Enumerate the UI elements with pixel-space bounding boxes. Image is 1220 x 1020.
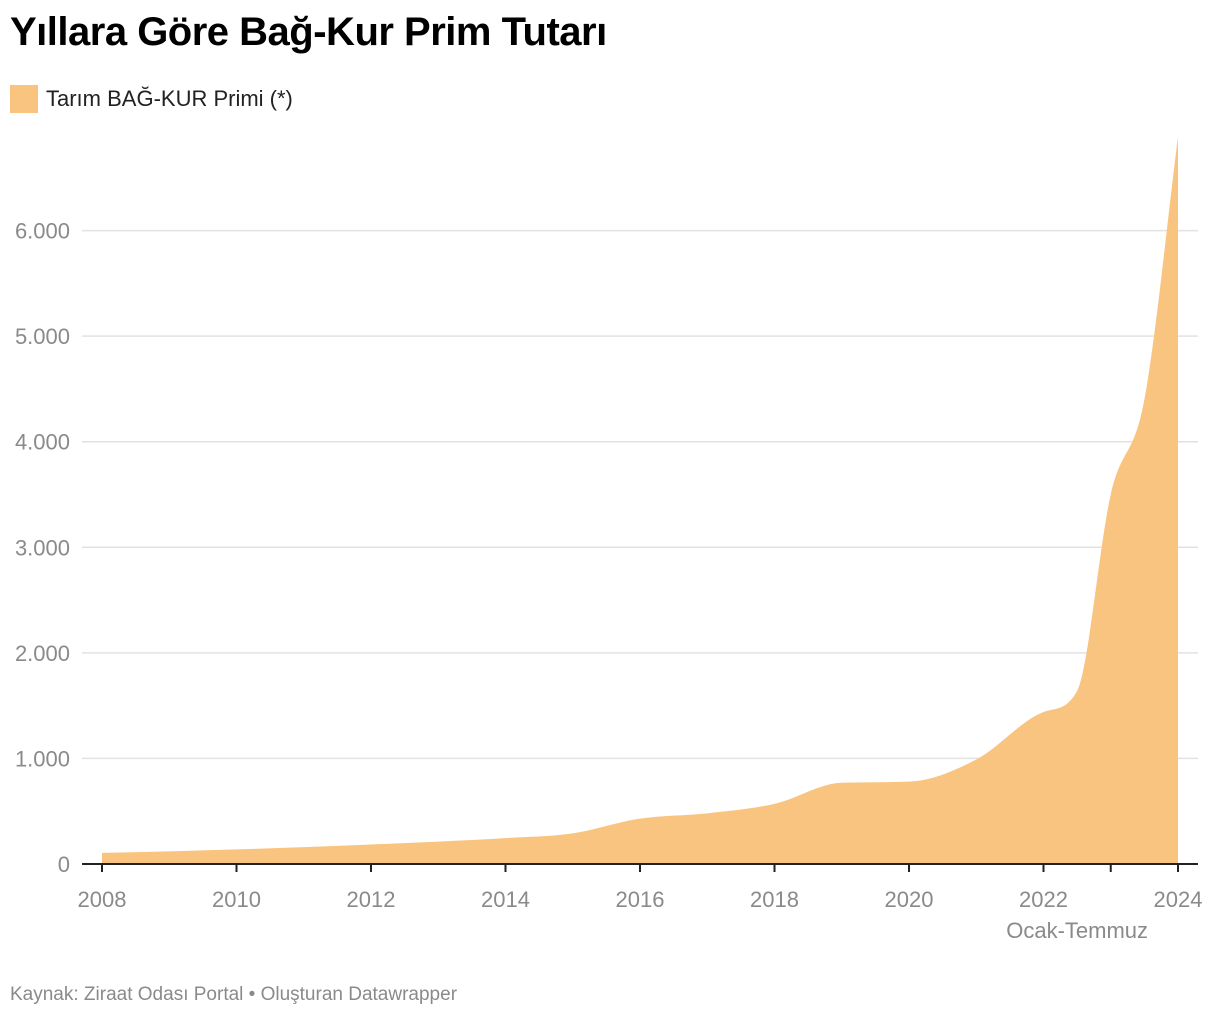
- chart-title: Yıllara Göre Bağ-Kur Prim Tutarı: [10, 10, 607, 54]
- gridlines: [82, 229, 1198, 760]
- y-tick-label: 0: [58, 852, 70, 877]
- x-tick-label: 2018: [750, 887, 799, 912]
- area-series-tarim-bagkur: [102, 136, 1178, 864]
- area-series-layer: [102, 136, 1178, 864]
- source-footer: Kaynak: Ziraat Odası Portal • Oluşturan …: [10, 984, 458, 1005]
- y-tick-label: 4.000: [15, 430, 70, 455]
- x-tick-label: 2024: [1154, 887, 1203, 912]
- x-tick-label: 2008: [78, 887, 127, 912]
- x-tick-label: 2020: [885, 887, 934, 912]
- y-tick-label: 3.000: [15, 535, 70, 560]
- legend: Tarım BAĞ-KUR Primi (*): [10, 84, 293, 114]
- axes: 0 1.000 2.000 3.000 4.000 5.000 6.000 2008 2010 2…: [15, 219, 1203, 943]
- legend-label: Tarım BAĞ-KUR Primi (*): [46, 86, 293, 111]
- y-tick-label: 2.000: [15, 641, 70, 666]
- y-tick-label: 6.000: [15, 219, 70, 244]
- x-tick-label: 2022: [1019, 887, 1068, 912]
- x-tick-label: 2014: [481, 887, 530, 912]
- y-tick-label: 1.000: [15, 746, 70, 771]
- x-tick-sublabel: Ocak-Temmuz: [1006, 918, 1148, 943]
- legend-swatch: [10, 85, 38, 113]
- x-tick-label: 2012: [347, 887, 396, 912]
- x-tick-label: 2016: [616, 887, 665, 912]
- x-tick-label: 2010: [212, 887, 261, 912]
- y-tick-label: 5.000: [15, 324, 70, 349]
